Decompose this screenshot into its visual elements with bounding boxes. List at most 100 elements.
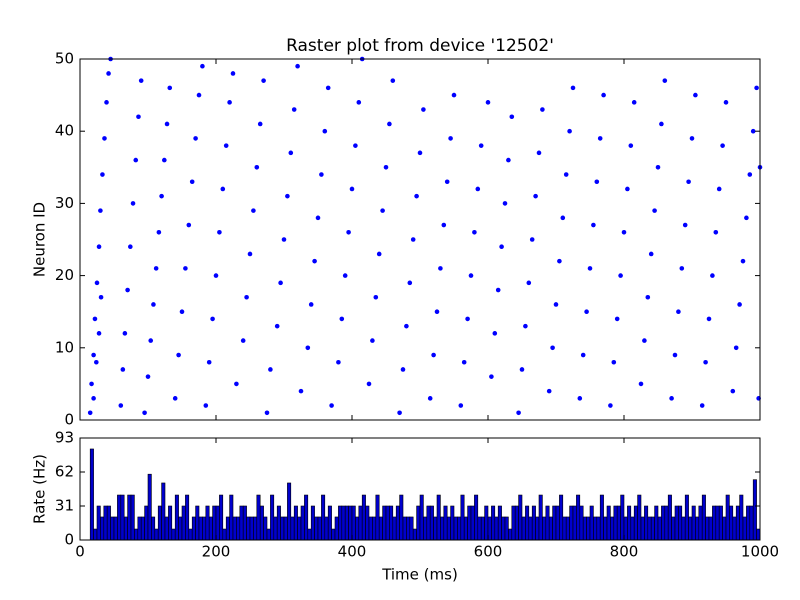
spike-dot [410,237,416,242]
rate-bar [674,505,679,541]
rate-bar [695,516,700,541]
rate-bar [263,516,268,541]
spike-dot [217,229,222,235]
spike-dot [682,222,688,228]
spike-dot [631,100,637,105]
rate-bar [154,528,159,541]
rate-bar [270,494,275,541]
rate-bar [171,528,176,541]
rate-bar [548,516,553,541]
rate-bar [576,494,581,541]
spike-dot [234,381,239,387]
spike-dot [138,78,144,83]
rate-bar [688,516,693,541]
rate-bar [708,516,713,541]
y-axis-label: Neuron ID [31,202,49,277]
rate-bar [739,494,744,541]
rate-bar [440,516,445,541]
rate-bar [185,494,190,541]
rate-bar [542,516,547,541]
rate-bar [698,505,703,541]
spike-dot [142,410,147,416]
spike-dot [193,136,198,141]
rate-bar [304,494,309,541]
rate-bar [144,505,149,541]
rate-bar [450,505,455,541]
rate-bar [321,494,326,541]
spike-dot [737,302,742,307]
rate-bar [559,494,564,541]
spike-dot [679,266,685,271]
rate-bar [470,505,475,541]
spike-dot [257,121,263,127]
spike-dot [417,150,423,156]
spike-dot [577,396,583,401]
rate-bar [715,505,720,541]
rate-bar [531,505,536,541]
rate-bar [106,505,111,541]
spike-dot [540,107,545,112]
rate-bar [460,494,465,541]
rate-bar [521,516,526,541]
spike-dot [655,165,661,170]
rate-bar [266,528,271,541]
spike-dot [750,128,756,134]
spike-dot [536,150,542,156]
spike-dot [550,345,555,351]
spike-dot [251,208,256,213]
spike-dot [240,338,246,343]
rate-bar [399,494,404,541]
spike-dot [295,63,300,69]
spike-dot [628,143,634,148]
spike-dot [96,331,102,336]
rate-bar [293,505,298,541]
rate-bar [681,516,686,541]
rate-bar [463,516,468,541]
rate-bar [637,494,642,541]
rate-bar [474,494,479,541]
spike-dot [652,208,657,213]
rate-bar [406,516,411,541]
spike-dot [268,367,273,372]
spike-dot [349,186,355,192]
spike-dot [526,280,532,286]
spike-dot [285,193,290,199]
rate-bar [746,505,751,541]
spike-dot [421,107,426,112]
spike-dot [659,121,664,127]
spike-dot [472,229,477,235]
spike-dot [591,222,596,228]
rate-bar [593,516,598,541]
rate-bar [603,516,608,541]
rate-bar [378,516,383,541]
spike-dot [523,323,528,329]
spike-dot [92,316,98,322]
rate-bar [511,505,516,541]
rate-bar [307,528,312,541]
rate-bar [348,505,353,541]
rate-bar [93,528,98,541]
spike-dot [291,107,297,112]
spike-dot [580,352,586,358]
spike-dot [278,280,283,286]
spike-dot [444,179,450,185]
spike-dot [336,359,341,365]
spike-dot [584,309,589,315]
spike-dot [104,100,109,105]
rate-bar [89,448,94,541]
spike-dot [342,273,348,278]
spike-dot [441,222,447,228]
rate-bar [225,516,230,541]
axes-frame [79,58,761,421]
spike-dot [213,273,219,278]
spike-dot [529,237,535,242]
spike-dot [621,229,627,235]
rate-bar [365,505,370,541]
spike-dot [145,374,151,379]
rate-bar [718,505,723,541]
rate-bar [368,516,373,541]
rate-bar [508,528,513,541]
spike-dot [189,179,195,185]
rate-bar [222,528,227,541]
rate-bar [208,516,213,541]
